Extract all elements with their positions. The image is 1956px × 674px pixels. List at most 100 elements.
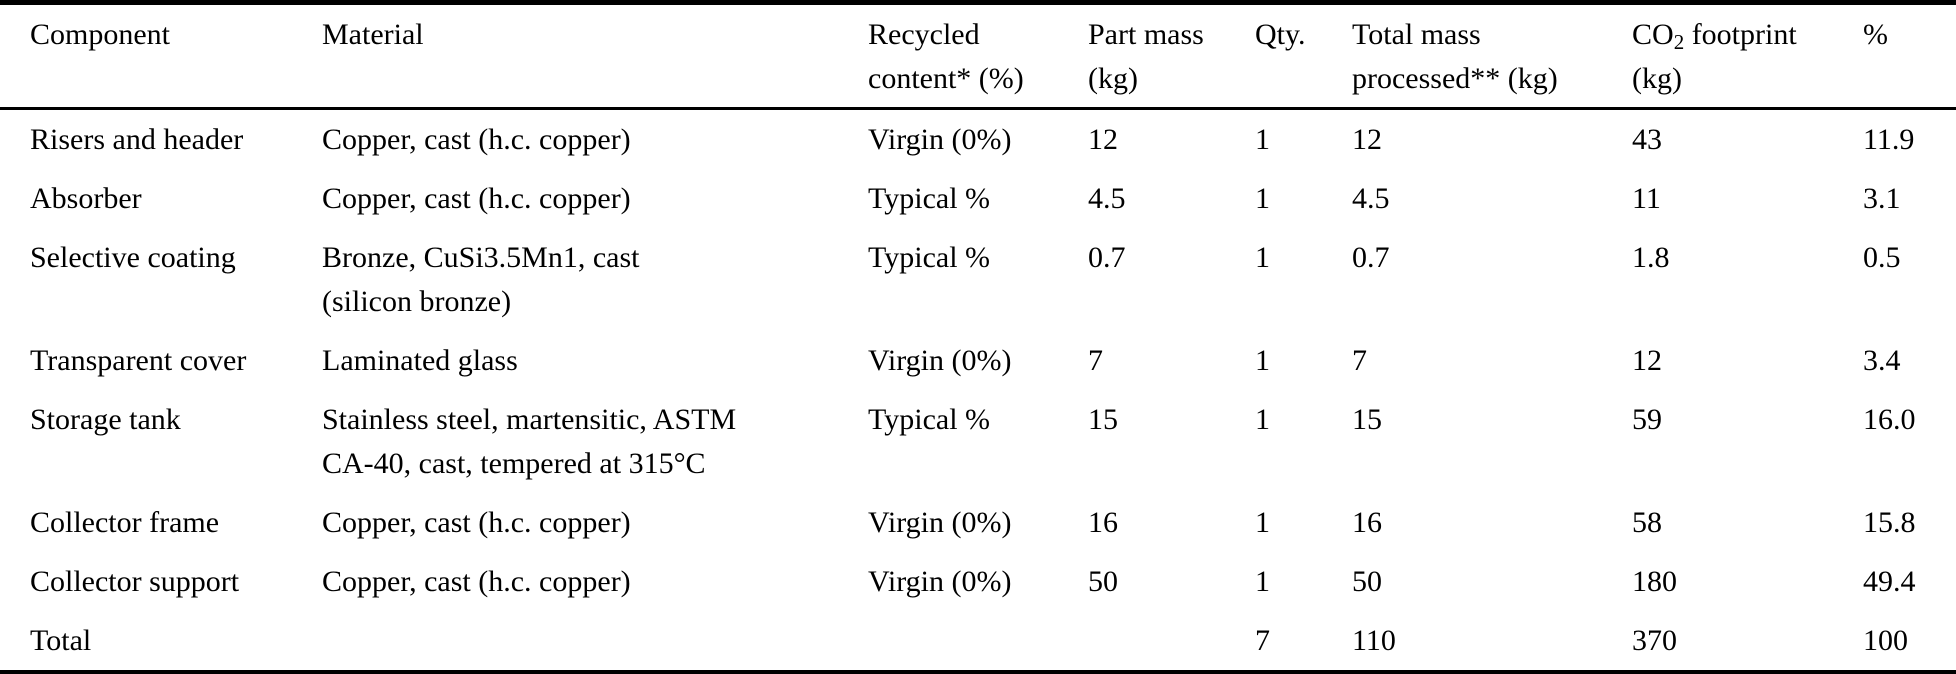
header-line: Component — [30, 18, 170, 51]
table-body: Risers and header Copper, cast (h.c. copp… — [0, 109, 1956, 674]
cell-pct: 16.0 — [1863, 403, 1916, 436]
cell-co2: 370 — [1632, 624, 1677, 657]
cell-part-mass: 15 — [1088, 403, 1118, 436]
cell-component: Absorber — [30, 182, 142, 215]
cell-pct: 11.9 — [1863, 123, 1915, 156]
cell-total-mass: 4.5 — [1352, 182, 1390, 215]
cell-co2: 59 — [1632, 403, 1662, 436]
cell-co2: 43 — [1632, 123, 1662, 156]
cell-material: Stainless steel, martensitic, ASTM CA-40… — [322, 403, 737, 480]
cell-material — [322, 611, 868, 673]
cell-material: Laminated glass — [322, 344, 518, 377]
cell-qty: 1 — [1255, 241, 1270, 274]
header-line: (kg) — [1632, 62, 1682, 95]
cell-part-mass: 4.5 — [1088, 182, 1126, 215]
col-header-co2-footprint: CO2 footprint (kg) — [1632, 3, 1863, 109]
cell-qty: 1 — [1255, 123, 1270, 156]
cell-pct: 3.4 — [1863, 344, 1901, 377]
cell-recycled: Typical % — [868, 182, 991, 215]
cell-total-mass: 50 — [1352, 565, 1382, 598]
table-row: Selective coating Bronze, CuSi3.5Mn1, cas… — [0, 228, 1956, 331]
cell-pct: 49.4 — [1863, 565, 1916, 598]
cell-recycled: Typical % — [868, 403, 991, 436]
header-line: (kg) — [1088, 62, 1138, 95]
cell-co2: 180 — [1632, 565, 1677, 598]
cell-component: Collector support — [30, 565, 240, 598]
cell-co2: 58 — [1632, 506, 1662, 539]
cell-recycled: Typical % — [868, 241, 991, 274]
table-header: Component Material Recycled content* (%) … — [0, 3, 1956, 109]
cell-component: Storage tank — [30, 403, 181, 436]
cell-component: Collector frame — [30, 506, 220, 539]
cell-qty: 1 — [1255, 344, 1270, 377]
cell-material: Bronze, CuSi3.5Mn1, cast (silicon bronze… — [322, 241, 640, 318]
col-header-percent: % — [1863, 3, 1956, 109]
col-header-component: Component — [0, 3, 322, 109]
header-line: CO2 footprint — [1632, 13, 1857, 57]
cell-qty: 1 — [1255, 506, 1270, 539]
cell-pct: 100 — [1863, 624, 1908, 657]
cell-total-mass: 0.7 — [1352, 241, 1390, 274]
header-line: processed** (kg) — [1352, 62, 1558, 95]
col-header-total-mass-processed: Total mass processed** (kg) — [1352, 3, 1632, 109]
table-row: Absorber Copper, cast (h.c. copper) Typica… — [0, 169, 1956, 228]
cell-total-mass: 110 — [1352, 624, 1396, 657]
cell-pct: 15.8 — [1863, 506, 1916, 539]
cell-co2: 1.8 — [1632, 241, 1670, 274]
cell-component: Selective coating — [30, 241, 236, 274]
cell-component: Risers and header — [30, 123, 244, 156]
cell-recycled: Virgin (0%) — [868, 506, 1012, 539]
co2-subscript: 2 — [1673, 30, 1685, 55]
col-header-qty: Qty. — [1255, 3, 1352, 109]
cell-part-mass: 16 — [1088, 506, 1118, 539]
header-row: Component Material Recycled content* (%) … — [0, 3, 1956, 109]
header-line: % — [1863, 18, 1888, 51]
col-header-material: Material — [322, 3, 868, 109]
header-line: content* (%) — [868, 62, 1024, 95]
cell-material: Copper, cast (h.c. copper) — [322, 123, 631, 156]
co2-base: CO — [1632, 18, 1674, 51]
cell-co2: 11 — [1632, 182, 1661, 215]
cell-part-mass: 0.7 — [1088, 241, 1126, 274]
cell-part-mass: 12 — [1088, 123, 1118, 156]
cell-component: Total — [30, 624, 92, 657]
col-header-recycled-content: Recycled content* (%) — [868, 3, 1088, 109]
cell-total-mass: 12 — [1352, 123, 1382, 156]
table-row: Risers and header Copper, cast (h.c. copp… — [0, 109, 1956, 170]
cell-part-mass: 7 — [1088, 344, 1103, 377]
table-row: Storage tank Stainless steel, martensitic… — [0, 390, 1956, 493]
cell-recycled: Virgin (0%) — [868, 344, 1012, 377]
cell-material: Copper, cast (h.c. copper) — [322, 506, 631, 539]
header-line: Recycled — [868, 18, 980, 51]
cell-component: Transparent cover — [30, 344, 247, 377]
cell-part-mass — [1088, 611, 1255, 673]
cell-recycled — [868, 611, 1088, 673]
cell-qty: 1 — [1255, 565, 1270, 598]
cell-pct: 0.5 — [1863, 241, 1901, 274]
cell-recycled: Virgin (0%) — [868, 123, 1012, 156]
cell-qty: 1 — [1255, 182, 1270, 215]
cell-part-mass: 50 — [1088, 565, 1118, 598]
header-line: Part mass — [1088, 18, 1204, 51]
cell-material: Copper, cast (h.c. copper) — [322, 565, 631, 598]
co2-rest: footprint — [1684, 18, 1797, 51]
table-row: Collector frame Copper, cast (h.c. copper… — [0, 493, 1956, 552]
cell-material: Copper, cast (h.c. copper) — [322, 182, 631, 215]
header-line: Total mass — [1352, 18, 1481, 51]
table-row: Collector support Copper, cast (h.c. copp… — [0, 552, 1956, 611]
col-header-part-mass: Part mass (kg) — [1088, 3, 1255, 109]
cell-total-mass: 16 — [1352, 506, 1382, 539]
header-line: Material — [322, 18, 424, 51]
cell-total-mass: 15 — [1352, 403, 1382, 436]
cell-recycled: Virgin (0%) — [868, 565, 1012, 598]
cell-co2: 12 — [1632, 344, 1662, 377]
cell-pct: 3.1 — [1863, 182, 1901, 215]
header-line: Qty. — [1255, 18, 1306, 51]
cell-total-mass: 7 — [1352, 344, 1367, 377]
cell-qty: 7 — [1255, 624, 1270, 657]
table-row: Transparent cover Laminated glass Virgin (… — [0, 331, 1956, 390]
cell-qty: 1 — [1255, 403, 1270, 436]
table-row: Total 7 110 370 100 — [0, 611, 1956, 673]
